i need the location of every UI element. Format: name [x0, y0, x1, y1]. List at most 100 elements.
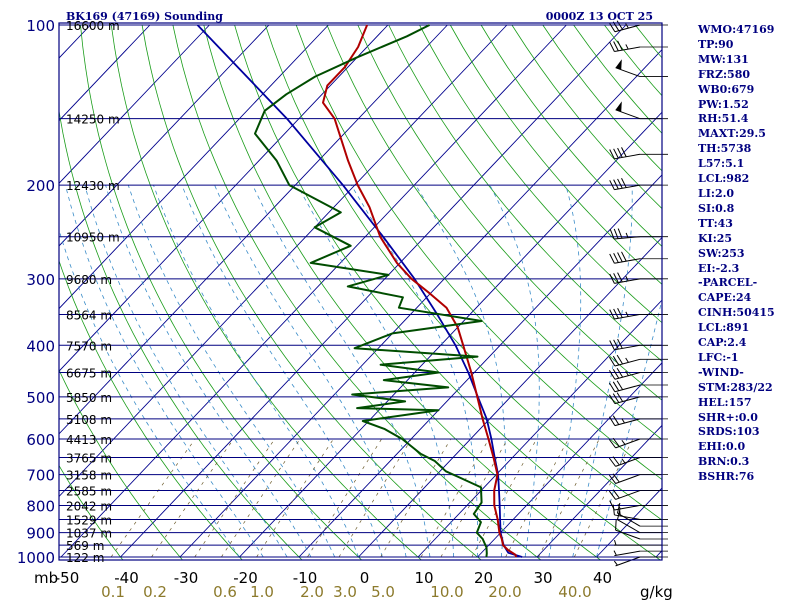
wind-barb	[609, 308, 668, 320]
wind-barb-feather	[608, 22, 616, 32]
wind-barb-shaft	[615, 457, 641, 467]
wind-barb	[613, 550, 668, 557]
mixing-ratio-label: 40.0	[558, 583, 591, 600]
wind-barb-half-feather	[621, 418, 625, 424]
wind-barb	[613, 556, 668, 567]
mixing-ratio-label: 3.0	[333, 583, 357, 600]
mixing-ratio-label: 10.0	[430, 583, 463, 600]
index-item: L57:5.1	[698, 157, 745, 171]
wind-barb-shaft	[615, 474, 641, 484]
height-label: 16600 m	[66, 19, 120, 33]
dry-adiabat-line	[388, 24, 662, 362]
wind-barb	[608, 415, 668, 427]
wind-barb-shaft	[614, 372, 641, 380]
wind-barb	[609, 338, 668, 351]
wind-barb-feather	[608, 356, 616, 367]
dry-adiabat-line	[357, 24, 662, 401]
index-item: EHI:0.0	[698, 440, 746, 454]
wind-barb-feather	[609, 229, 615, 240]
wind-barb-feather	[616, 392, 624, 402]
mixing-ratio-line	[221, 438, 301, 558]
wind-barb	[616, 509, 668, 534]
height-label: 4413 m	[66, 433, 112, 447]
background-lines	[59, 24, 662, 560]
index-item: SHR+:0.0	[698, 410, 758, 424]
index-item: BRN:0.3	[698, 455, 750, 469]
wind-barb-feather	[613, 273, 619, 283]
wind-barb	[609, 147, 668, 160]
wind-barb-feather	[612, 355, 620, 366]
mixing-ratio-line	[256, 438, 334, 558]
index-item: HEL:157	[698, 395, 752, 409]
pressure-tick-label: 500	[26, 389, 55, 407]
index-item: SW:253	[698, 246, 745, 260]
wind-barb-half-feather	[617, 504, 621, 510]
wind-barb-half-feather	[625, 370, 629, 376]
wind-barb-feather	[612, 489, 620, 499]
wind-barb	[609, 228, 668, 240]
index-item: MAXT:29.5	[698, 127, 766, 141]
wind-barb	[608, 473, 668, 484]
temperature-tick-label: -20	[233, 569, 258, 587]
temperature-tick-label: 20	[474, 569, 493, 587]
dry-adiabat-line	[59, 259, 243, 560]
wind-barb-feather	[613, 179, 619, 190]
x-unit-label: mb	[34, 569, 58, 587]
wind-barb-feather	[612, 415, 620, 425]
dry-adiabat-line	[110, 24, 422, 560]
height-label: 9680 m	[66, 273, 112, 287]
height-label: 1529 m	[66, 513, 112, 527]
wind-barb	[608, 437, 668, 449]
wind-barb-feather	[608, 370, 616, 380]
wind-barb-shaft	[614, 46, 641, 53]
wind-barb	[608, 456, 668, 467]
height-label: 7570 m	[66, 339, 112, 353]
wind-barb-feather	[613, 308, 619, 319]
wind-barb-feather	[613, 252, 619, 263]
height-label: 1037 m	[66, 527, 112, 541]
dry-adiabat-line	[59, 108, 303, 560]
wind-barb-half-feather	[614, 540, 617, 546]
dry-adiabat-line	[234, 24, 662, 560]
isotherm-line	[59, 24, 329, 310]
moist-adiabat-line	[297, 184, 455, 558]
wind-barb	[609, 500, 668, 511]
wind-barb	[608, 489, 668, 500]
wind-barb-half-feather	[625, 357, 629, 363]
isotherm-line	[59, 24, 389, 372]
mixing-ratio-line	[440, 438, 509, 558]
wind-barb-feather	[621, 178, 627, 188]
wind-barb-feather	[609, 41, 615, 52]
index-item: PW:1.52	[698, 97, 749, 111]
dry-adiabat-line	[480, 24, 662, 247]
index-item: FRZ:580	[698, 67, 751, 81]
wind-barb-shaft	[615, 67, 641, 78]
index-item: CAPE:24	[698, 291, 752, 305]
index-item: -WIND-	[698, 365, 744, 379]
index-item: KI:25	[698, 231, 733, 245]
mixing-ratio-label: 1.0	[250, 583, 274, 600]
height-label: 12430 m	[66, 179, 120, 193]
moist-adiabat-line	[214, 184, 407, 558]
wind-barb-feather	[616, 354, 624, 365]
wind-barb-feather	[608, 394, 616, 404]
plot-frame	[58, 22, 663, 561]
wind-barb-feather	[621, 147, 627, 157]
mixing-ratio-line	[420, 438, 490, 558]
mixing-ratio-line	[338, 438, 412, 558]
height-label: 3765 m	[66, 451, 112, 465]
wind-barb	[608, 380, 668, 393]
moist-adiabat-line	[84, 184, 288, 558]
index-item: CAP:2.4	[698, 336, 747, 350]
pressure-tick-label: 1000	[17, 549, 55, 567]
index-item: LFC:-1	[698, 350, 739, 364]
height-label: 122 m	[66, 551, 104, 565]
index-item: SI:0.8	[698, 201, 735, 215]
moist-adiabat-line	[415, 184, 506, 558]
dry-adiabat-line	[203, 24, 602, 560]
wind-barb	[615, 519, 668, 540]
mixing-ratio-label: 0.6	[213, 583, 237, 600]
wind-barb-shaft	[614, 236, 641, 240]
height-label: 14250 m	[66, 113, 120, 127]
